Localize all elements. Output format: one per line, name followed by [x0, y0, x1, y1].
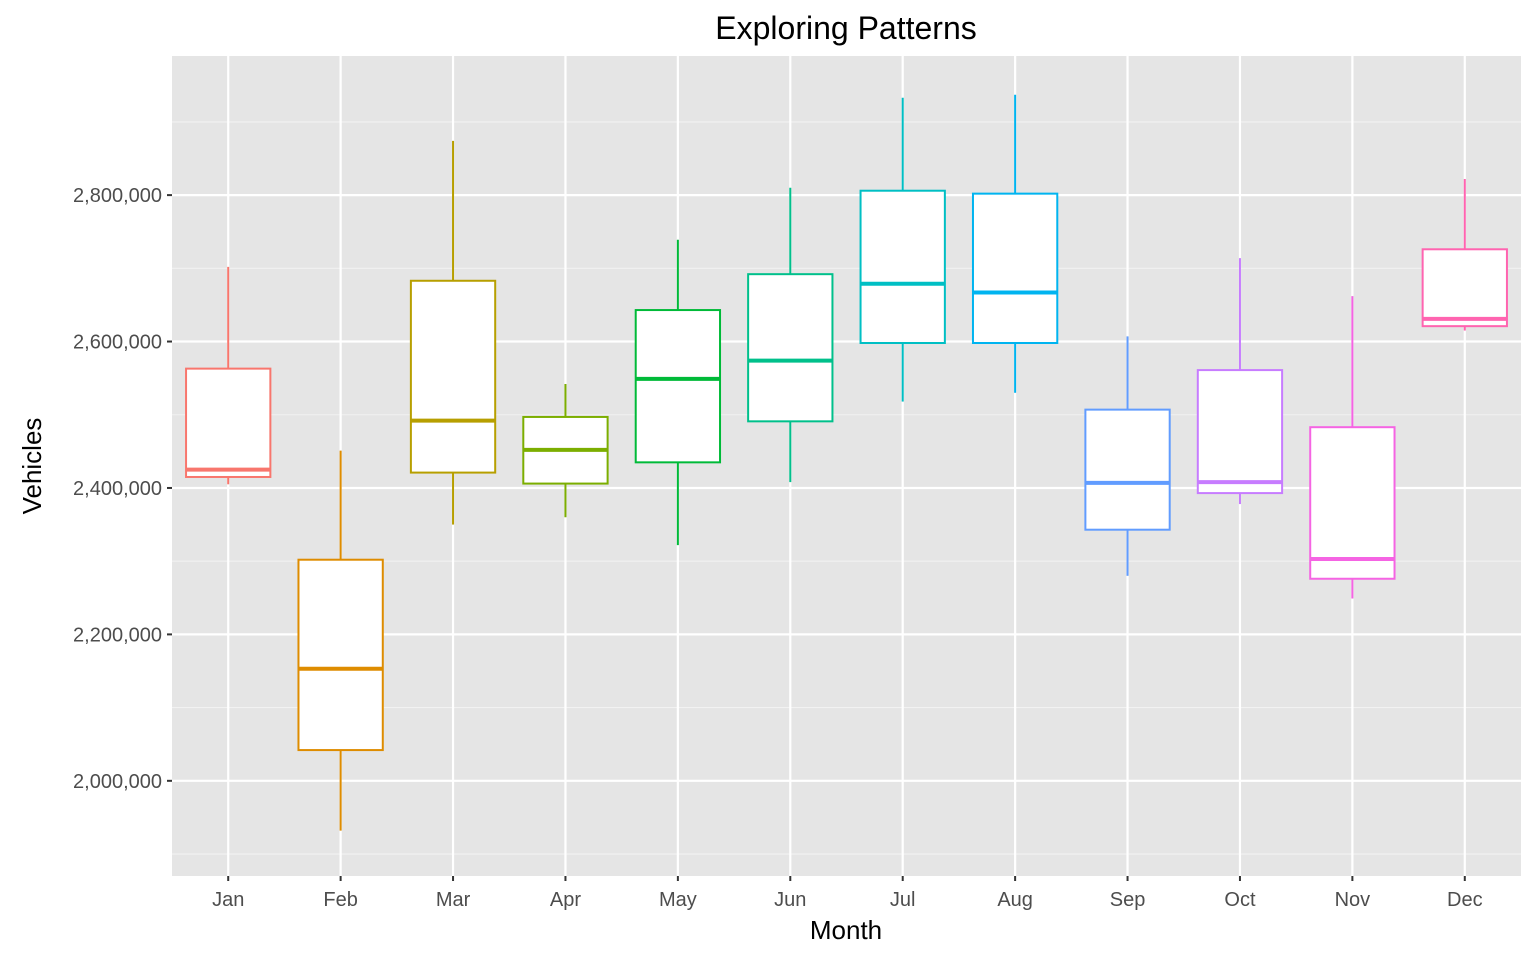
box-dec	[1421, 179, 1508, 331]
box-iqr	[859, 189, 946, 344]
box-jun	[747, 187, 834, 483]
y-tick-label: 2,600,000	[73, 332, 162, 354]
x-tick-label: Aug	[997, 889, 1033, 911]
x-tick-label: Jul	[890, 889, 916, 911]
x-tick-label: Mar	[436, 889, 471, 911]
x-tick-label: Nov	[1335, 889, 1371, 911]
box-iqr	[1084, 408, 1171, 531]
minor-gridlines	[172, 121, 1521, 855]
box-iqr	[1196, 369, 1284, 495]
box-oct	[1196, 258, 1284, 505]
panel-background	[172, 56, 1521, 876]
box-apr	[522, 384, 609, 518]
x-tick-label: Oct	[1224, 889, 1256, 911]
x-tick-label: Sep	[1110, 889, 1146, 911]
box-mar	[409, 140, 497, 525]
box-feb	[297, 450, 384, 831]
box-iqr	[185, 367, 272, 478]
x-tick-label: May	[659, 889, 697, 911]
x-tick-label: Dec	[1447, 889, 1483, 911]
box-may	[634, 239, 722, 546]
x-axis-title: Month	[810, 915, 882, 945]
y-axis-title: Vehicles	[17, 418, 47, 515]
y-tick-label: 2,400,000	[73, 478, 162, 500]
box-iqr	[409, 279, 497, 474]
y-tick-label: 2,800,000	[73, 185, 162, 207]
chart-title: Exploring Patterns	[715, 10, 976, 46]
box-series	[185, 94, 1508, 831]
box-iqr	[634, 309, 722, 464]
box-aug	[971, 94, 1059, 393]
box-sep	[1084, 336, 1171, 576]
box-jan	[185, 266, 272, 485]
x-tick-label: Feb	[323, 889, 357, 911]
box-jul	[859, 97, 946, 402]
x-tick-label: Jan	[212, 889, 244, 911]
x-axis: Jan Feb Mar Apr May Jun Jul Aug Sep Oct Nov Dec	[212, 876, 1483, 911]
box-iqr	[971, 192, 1059, 344]
box-iqr	[1421, 248, 1508, 328]
box-iqr	[297, 558, 384, 752]
box-iqr	[1309, 426, 1396, 580]
x-tick-label: Jun	[774, 889, 806, 911]
box-iqr	[747, 273, 834, 423]
y-tick-label: 2,000,000	[73, 771, 162, 793]
y-tick-label: 2,200,000	[73, 624, 162, 646]
x-tick-label: Apr	[550, 889, 581, 911]
box-nov	[1309, 296, 1396, 599]
y-axis: 2,000,000 2,200,000 2,400,000 2,600,000 2,80…	[73, 185, 172, 793]
